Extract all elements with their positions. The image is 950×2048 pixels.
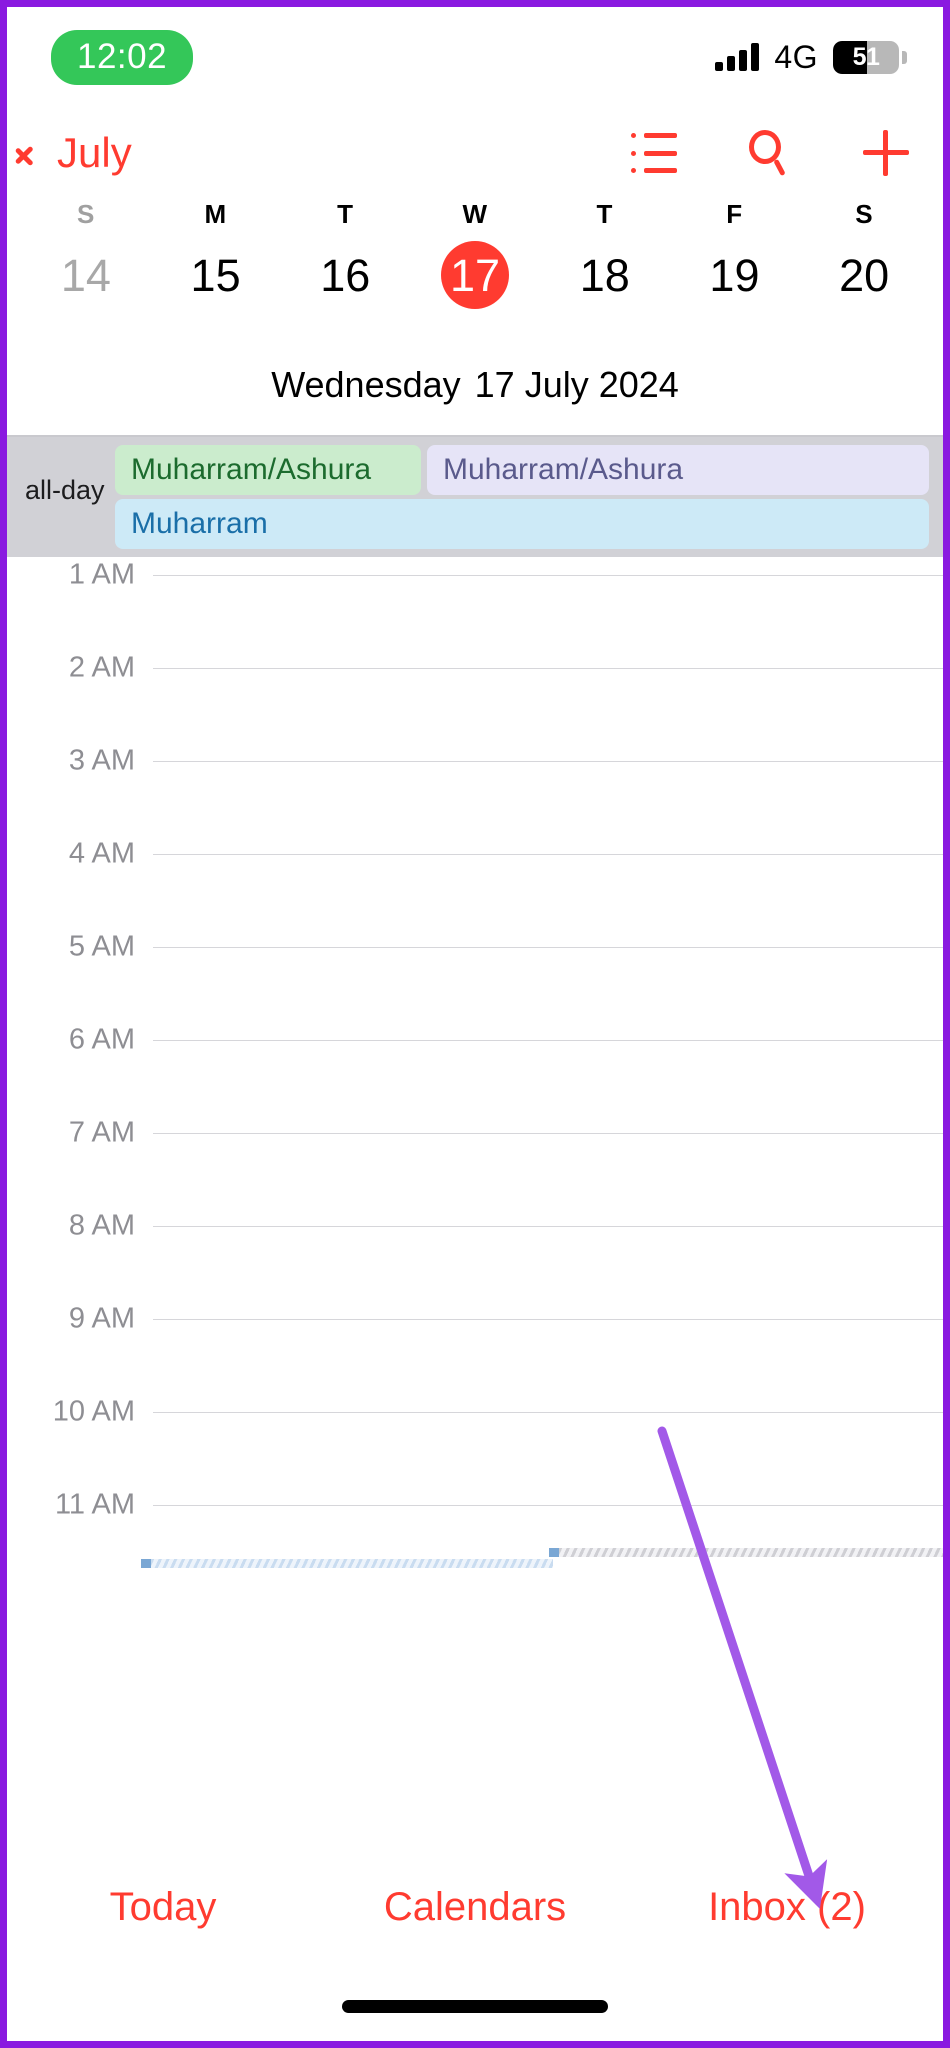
hour-label-5am: 5 AM: [68, 930, 135, 963]
day-number-row: 14 15 16 17 18 19 20: [7, 240, 943, 310]
week-strip: S M T W T F S 14 15 16 17 18 19 20: [7, 199, 943, 309]
navigation-bar: July: [7, 107, 943, 199]
all-day-event-muharram-blue[interactable]: Muharram: [115, 499, 929, 549]
tab-calendars[interactable]: Calendars: [383, 1885, 567, 1929]
day-cell-19[interactable]: 19: [709, 249, 760, 301]
weekday-label-4: T: [596, 199, 613, 229]
hour-gridline: [153, 1505, 943, 1506]
hour-label-11am: 11 AM: [54, 1488, 135, 1521]
all-day-event-muharram-ashura-purple[interactable]: Muharram/Ashura: [427, 445, 929, 495]
hour-gridline: [153, 1412, 943, 1413]
hour-label-4am: 4 AM: [68, 837, 135, 870]
date-header-date: 17 July 2024: [474, 364, 679, 405]
day-cell-20[interactable]: 20: [839, 249, 890, 301]
back-button-label: July: [57, 129, 132, 176]
day-cell-16[interactable]: 16: [320, 249, 371, 301]
weekday-label-0: S: [76, 199, 95, 229]
hour-label-7am: 7 AM: [68, 1116, 135, 1149]
hour-label-2am: 2 AM: [68, 651, 135, 684]
network-type-label: 4G: [774, 39, 818, 75]
hour-gridline: [153, 854, 943, 855]
day-cell-15[interactable]: 15: [190, 249, 241, 301]
all-day-label: all-day: [25, 475, 105, 505]
timeline-event-gray[interactable]: [549, 1548, 943, 1557]
status-time: 12:02: [51, 29, 194, 85]
list-view-icon[interactable]: [631, 133, 677, 173]
cellular-signal-icon: [715, 43, 760, 71]
weekday-label-5: F: [726, 199, 743, 229]
all-day-section: all-day Muharram/Ashura Muharram/Ashura …: [7, 437, 943, 557]
all-day-row-2: Muharram: [115, 499, 929, 549]
selected-day-bubble: 17: [441, 241, 510, 309]
status-indicators: 4G 51: [715, 39, 907, 75]
timeline-event-blue[interactable]: [141, 1559, 553, 1568]
chevron-left-icon: [29, 136, 49, 170]
hour-label-3am: 3 AM: [68, 744, 135, 777]
battery-percent-label: 51: [852, 42, 880, 71]
selected-date-header: Wednesday 17 July 2024: [7, 367, 943, 403]
hour-gridline: [153, 947, 943, 948]
day-cell-18[interactable]: 18: [579, 249, 630, 301]
home-indicator: [342, 2000, 608, 2013]
hour-label-1am: 1 AM: [68, 559, 135, 591]
hour-gridline: [153, 1319, 943, 1320]
day-cell-17-selected[interactable]: 17: [410, 241, 540, 309]
battery-icon: 51: [833, 40, 907, 74]
weekday-label-3: W: [462, 199, 488, 229]
plus-icon[interactable]: [863, 130, 909, 176]
hour-label-10am: 10 AM: [52, 1395, 135, 1428]
all-day-rows: Muharram/Ashura Muharram/Ashura Muharram: [115, 445, 929, 549]
hour-gridline: [153, 1226, 943, 1227]
weekday-label-2: T: [337, 199, 354, 229]
nav-actions: [631, 130, 913, 176]
hour-gridline: [153, 1040, 943, 1041]
all-day-event-muharram-ashura-green[interactable]: Muharram/Ashura: [115, 445, 421, 495]
status-bar: 12:02 4G 51: [7, 7, 943, 107]
hour-label-8am: 8 AM: [68, 1209, 135, 1242]
tab-inbox[interactable]: Inbox (2): [708, 1885, 866, 1929]
search-icon[interactable]: [747, 130, 793, 176]
header-divider: [7, 435, 943, 437]
weekday-label-6: S: [855, 199, 874, 229]
day-timeline[interactable]: 1 AM 2 AM 3 AM 4 AM 5 AM 6 AM 7 AM 8 AM: [7, 559, 943, 2041]
all-day-row-1: Muharram/Ashura Muharram/Ashura: [115, 445, 929, 495]
back-button[interactable]: July: [29, 132, 132, 174]
tab-today[interactable]: Today: [109, 1885, 217, 1929]
hour-label-9am: 9 AM: [68, 1302, 135, 1335]
hour-gridline: [153, 668, 943, 669]
hour-gridline: [153, 761, 943, 762]
bottom-tab-bar: Today Calendars Inbox (2): [7, 1845, 943, 2041]
date-header-weekday: Wednesday: [271, 364, 461, 405]
weekday-header-row: S M T W T F S: [7, 199, 943, 230]
hour-gridline: [153, 1133, 943, 1134]
hour-gridline: [153, 575, 943, 576]
weekday-label-1: M: [204, 199, 227, 229]
day-cell-14[interactable]: 14: [60, 249, 111, 301]
hour-label-6am: 6 AM: [68, 1023, 135, 1056]
